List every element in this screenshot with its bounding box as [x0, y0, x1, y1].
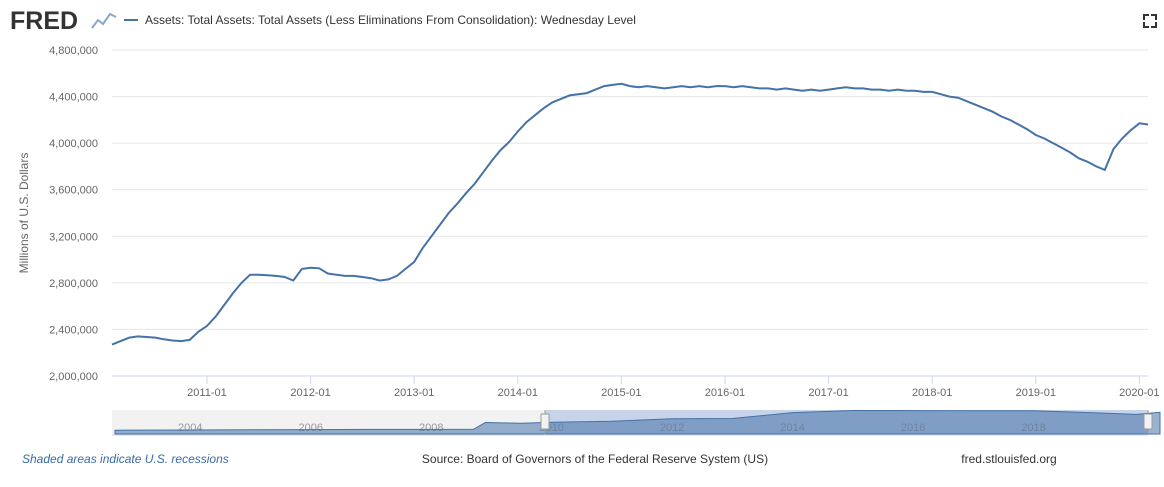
logo: FRED	[10, 7, 78, 35]
x-tick-label: 2018-01	[912, 387, 952, 399]
x-tick-label: 2013-01	[394, 387, 434, 399]
y-tick-label: 2,800,000	[49, 278, 98, 290]
x-tick-label: 2014-01	[498, 387, 538, 399]
legend-label: Assets: Total Assets: Total Assets (Less…	[145, 13, 636, 27]
x-tick-label: 2015-01	[601, 387, 641, 399]
navigator-handle[interactable]	[540, 413, 550, 430]
source: Source: Board of Governors of the Federa…	[422, 452, 768, 466]
navigator-area	[114, 409, 1161, 435]
x-tick-label: 2011-01	[187, 387, 227, 399]
y-tick-label: 4,400,000	[49, 92, 98, 104]
plot-area	[112, 50, 1148, 376]
site: fred.stlouisfed.org	[961, 452, 1056, 466]
y-tick-label: 4,800,000	[49, 45, 98, 57]
navigator-handle[interactable]	[1143, 413, 1153, 430]
recession-note[interactable]: Shaded areas indicate U.S. recessions	[22, 452, 229, 466]
y-axis-label: Millions of U.S. Dollars	[17, 153, 31, 274]
fullscreen-glyph[interactable]	[1143, 14, 1157, 28]
fullscreen-icon[interactable]	[1143, 14, 1157, 28]
x-tick-label: 2020-01	[1119, 387, 1159, 399]
y-tick-label: 2,400,000	[49, 324, 98, 336]
x-tick-label: 2019-01	[1016, 387, 1056, 399]
logo-icon	[91, 12, 117, 29]
x-tick-label: 2012-01	[290, 387, 330, 399]
y-tick-label: 4,000,000	[49, 138, 98, 150]
y-tick-label: 2,000,000	[49, 371, 98, 383]
x-tick-label: 2016-01	[705, 387, 745, 399]
series-line	[111, 82, 1149, 346]
y-tick-label: 3,600,000	[49, 185, 98, 197]
x-tick-label: 2017-01	[808, 387, 848, 399]
y-tick-label: 3,200,000	[49, 231, 98, 243]
